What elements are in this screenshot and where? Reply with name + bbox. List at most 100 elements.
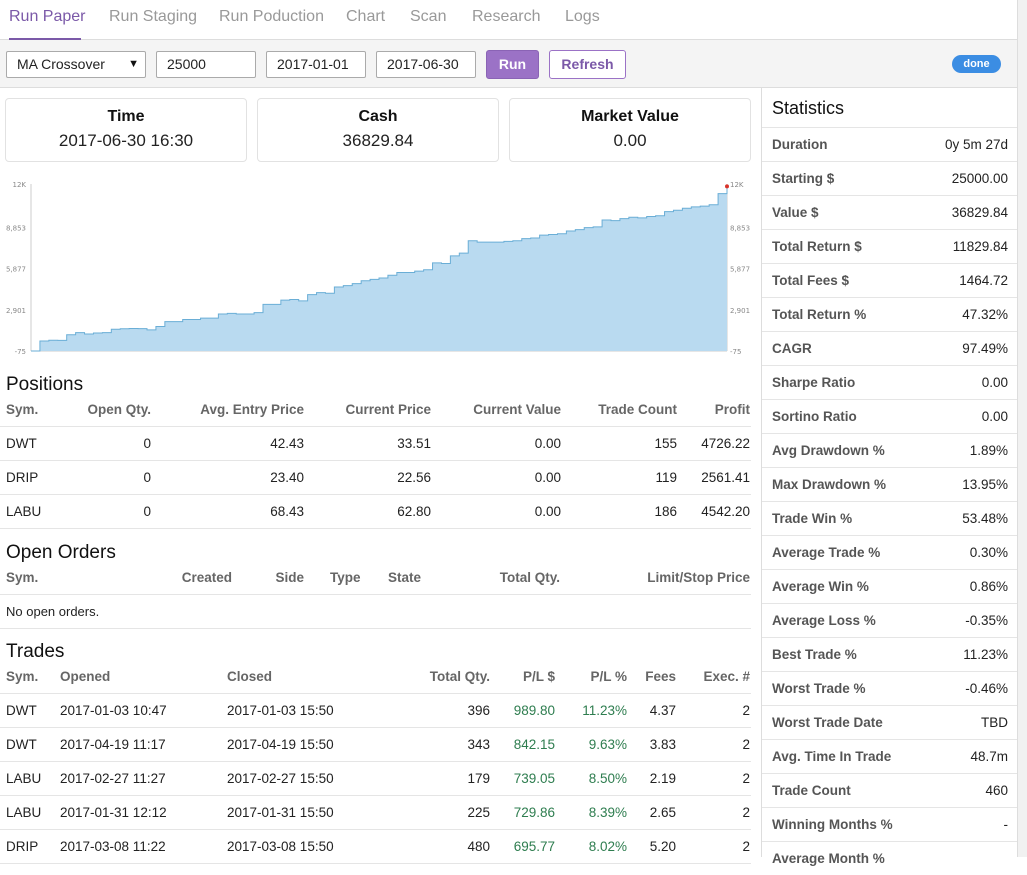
trades-title: Trades [6,641,65,662]
start-date-input[interactable]: 2017-01-01 [266,51,366,78]
stat-label: Sharpe Ratio [772,375,856,390]
cell-closed: 2017-01-31 15:50 [227,805,334,820]
stat-row: Starting $ 25000.00 [762,161,1018,195]
cell-symbol: DRIP [6,839,39,854]
time-card: Time 2017-06-30 16:30 [5,98,247,162]
capital-input[interactable]: 25000 [156,51,256,78]
stat-label: Total Return % [772,307,867,322]
stat-row: Trade Count 460 [762,773,1018,807]
stat-value: 0.00 [981,375,1008,390]
stat-row: Total Fees $ 1464.72 [762,263,1018,297]
page-scrollbar[interactable] [1017,0,1027,857]
col-header: Created [181,570,232,585]
row-divider [0,528,751,529]
cell-pl-percent: 9.63% [588,737,627,752]
col-header: Opened [60,669,111,684]
col-header: Limit/Stop Price [647,570,750,585]
stat-row: Avg Drawdown % 1.89% [762,433,1018,467]
cell-total-qty: 179 [467,771,490,786]
open-orders-title: Open Orders [6,542,116,563]
stat-label: Starting $ [772,171,835,186]
row-divider [0,628,751,629]
cell-entry-price: 42.43 [270,436,304,451]
col-header: P/L % [590,669,627,684]
stat-label: Average Month % [772,851,885,866]
statistics-panel: Statistics Duration 0y 5m 27d Starting $ 25… [761,88,1018,866]
cell-current-price: 33.51 [397,436,431,451]
cell-current-price: 22.56 [397,470,431,485]
card-label: Market Value [581,108,679,125]
cell-trade-count: 119 [655,470,677,485]
stat-row: Average Loss % -0.35% [762,603,1018,637]
nav-tabs: Run Paper Run Staging Run Poduction Char… [0,0,1017,40]
y-tick-label-left: -75 [15,348,26,356]
stat-row: Average Month % [762,841,1018,875]
cell-trade-count: 155 [654,436,677,451]
stat-row: Value $ 36829.84 [762,195,1018,229]
col-header: Current Price [345,402,431,417]
col-header: Sym. [6,669,39,684]
cell-symbol: LABU [6,504,42,519]
stat-row: Worst Trade Date TBD [762,705,1018,739]
stat-label: Average Win % [772,579,869,594]
y-tick-label-right: 5,877 [730,266,750,274]
stat-label: Avg Drawdown % [772,443,885,458]
tab-run-staging[interactable]: Run Staging [109,8,198,25]
cell-pl-percent: 11.23% [582,703,627,718]
tab-run-paper[interactable]: Run Paper [9,0,86,40]
cell-current-price: 62.80 [397,504,431,519]
col-header: Fees [645,669,676,684]
cell-total-qty: 343 [467,737,490,752]
card-value: 2017-06-30 16:30 [58,131,194,150]
col-header: Total Qty. [499,570,560,585]
strategy-select[interactable]: MA Crossover ▼ [6,51,146,78]
cell-exec-count: 2 [742,703,750,718]
stat-value: 47.32% [962,307,1008,322]
tab-research[interactable]: Research [472,8,541,25]
cell-current-value: 0.00 [534,470,561,485]
stat-row: Average Trade % 0.30% [762,535,1018,569]
row-divider [0,863,751,864]
stat-row: Sharpe Ratio 0.00 [762,365,1018,399]
tab-chart[interactable]: Chart [346,8,386,25]
cell-closed: 2017-02-27 15:50 [227,771,334,786]
y-tick-label-right: 8,853 [730,225,750,233]
cell-open-qty: 0 [143,504,151,519]
cell-trade-count: 186 [654,504,677,519]
card-value: 0.00 [613,131,647,150]
stat-label: Total Return $ [772,239,862,254]
col-header: P/L $ [522,669,555,684]
market-value-card: Market Value 0.00 [509,98,751,162]
strategy-select-value: MA Crossover [17,56,105,72]
stat-value: 36829.84 [951,205,1008,220]
cell-symbol: DWT [6,436,37,451]
cell-symbol: DRIP [6,470,39,485]
stat-row: Max Drawdown % 13.95% [762,467,1018,501]
cell-total-qty: 396 [467,703,490,718]
empty-orders-message: No open orders. [6,604,100,619]
toolbar: MA Crossover ▼ 25000 2017-01-01 2017-06-… [0,40,1017,88]
run-button[interactable]: Run [486,50,539,79]
stat-value: 1.89% [969,443,1008,458]
stat-value: 13.95% [962,477,1008,492]
cell-fees: 4.37 [649,703,676,718]
stat-label: Winning Months % [772,817,893,832]
tab-scan[interactable]: Scan [410,8,447,25]
card-label: Time [107,108,145,125]
stat-label: Sortino Ratio [772,409,857,424]
stat-value: 1464.72 [959,273,1008,288]
stat-row: Worst Trade % -0.46% [762,671,1018,705]
cell-exec-count: 2 [742,737,750,752]
tab-logs[interactable]: Logs [565,8,600,25]
tab-run-production[interactable]: Run Poduction [219,8,324,25]
stat-value: 25000.00 [951,171,1008,186]
cell-pl-dollar: 739.05 [513,771,555,786]
refresh-button[interactable]: Refresh [549,50,626,79]
cell-pl-dollar: 989.80 [513,703,555,718]
col-header: Open Qty. [87,402,151,417]
cell-exec-count: 2 [742,771,750,786]
cell-opened: 2017-04-19 11:17 [60,737,166,752]
stat-row: Winning Months % - [762,807,1018,841]
end-date-input[interactable]: 2017-06-30 [376,51,476,78]
stat-value: - [1003,817,1009,832]
